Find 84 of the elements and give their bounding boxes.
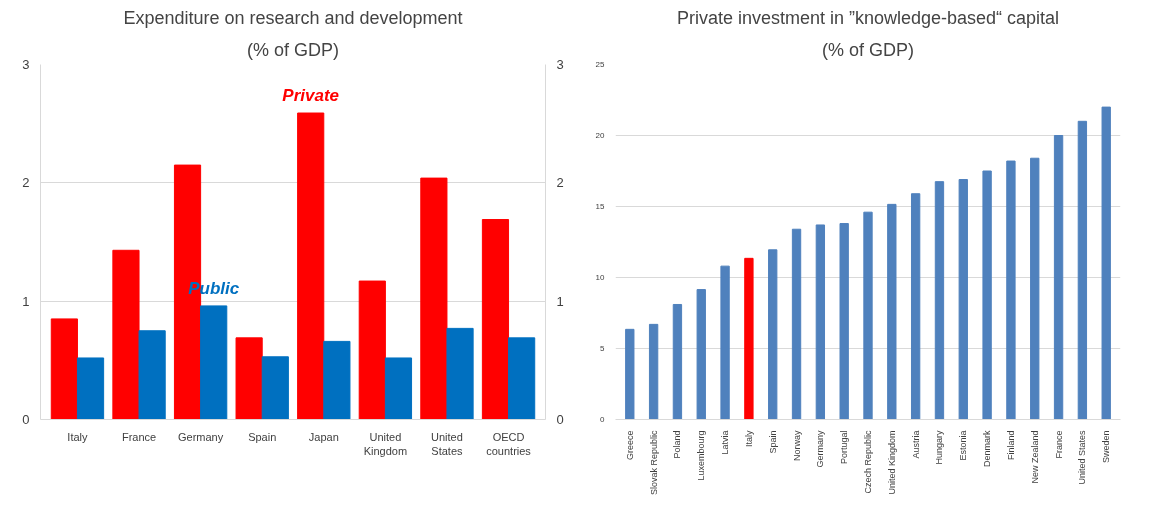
y-tick-label: 2 bbox=[22, 175, 30, 191]
chart-title: Private investment in ”knowledge-based“ capital bbox=[676, 7, 1060, 28]
x-tick-label: Italy bbox=[743, 430, 754, 448]
y2-tick-label: 1 bbox=[556, 293, 564, 309]
bar bbox=[261, 356, 289, 420]
x-tick-label: Spain bbox=[248, 430, 277, 443]
x-tick-label: Latvia bbox=[720, 430, 731, 455]
bar bbox=[839, 223, 849, 420]
bar bbox=[1006, 160, 1016, 420]
x-tick-label: Sweden bbox=[1101, 430, 1112, 464]
bar bbox=[1030, 157, 1040, 420]
bar bbox=[1077, 120, 1088, 420]
bar bbox=[323, 340, 351, 420]
bar bbox=[934, 181, 945, 420]
bar bbox=[297, 112, 325, 420]
x-tick-label: United States bbox=[1077, 430, 1088, 485]
bar bbox=[720, 265, 730, 420]
y-tick-label: 20 bbox=[595, 131, 606, 140]
bar bbox=[50, 318, 78, 420]
bar bbox=[76, 357, 105, 420]
x-tick-label: United Kingdom bbox=[363, 430, 408, 457]
x-tick-label: OECD countries bbox=[486, 430, 532, 457]
bar bbox=[481, 219, 510, 420]
x-tick-label: Slovak Republic bbox=[648, 430, 659, 496]
x-tick-label: United States bbox=[431, 430, 464, 457]
x-tick-label: United Kingdom bbox=[886, 430, 897, 495]
y-tick-label: 0 bbox=[22, 412, 30, 427]
bar bbox=[648, 323, 659, 420]
x-tick-label: Czech Republic bbox=[863, 430, 873, 494]
x-tick-label: Greece bbox=[624, 430, 635, 461]
y-tick-label: 5 bbox=[600, 344, 606, 353]
bar bbox=[958, 179, 968, 420]
y-tick-label: 25 bbox=[595, 60, 606, 69]
bar bbox=[508, 337, 536, 420]
bar bbox=[446, 327, 474, 420]
bar bbox=[815, 224, 826, 420]
x-tick-label: Luxembourg bbox=[696, 430, 707, 481]
bar bbox=[768, 249, 778, 420]
x-tick-label: Denmark bbox=[982, 430, 993, 468]
x-tick-label: Italy bbox=[67, 430, 89, 443]
bar bbox=[863, 211, 873, 420]
bar bbox=[791, 228, 802, 420]
x-tick-label: Finland bbox=[1005, 430, 1016, 461]
y-tick-label: 0 bbox=[600, 415, 606, 424]
y2-tick-label: 2 bbox=[556, 175, 564, 191]
bar bbox=[358, 280, 386, 420]
bar bbox=[384, 357, 413, 420]
chart-subtitle: (% of GDP) bbox=[821, 39, 915, 60]
x-tick-label: France bbox=[121, 430, 157, 443]
x-tick-label: Austria bbox=[910, 430, 921, 459]
x-tick-label: New Zealand bbox=[1029, 430, 1040, 484]
x-tick-label: Japan bbox=[308, 430, 339, 443]
bar bbox=[235, 337, 263, 420]
bar bbox=[982, 170, 992, 420]
x-tick-label: Poland bbox=[672, 430, 683, 459]
x-tick-label: France bbox=[1053, 430, 1064, 459]
bar bbox=[138, 330, 166, 420]
x-tick-label: Hungary bbox=[934, 430, 945, 465]
chart-subtitle: (% of GDP) bbox=[246, 39, 340, 60]
x-tick-label: Germany bbox=[178, 430, 224, 443]
y2-tick-label: 0 bbox=[556, 412, 564, 427]
bar bbox=[112, 249, 140, 420]
x-tick-label: Norway bbox=[791, 430, 802, 462]
chart-title: Expenditure on research and development bbox=[123, 7, 463, 28]
bar bbox=[887, 203, 897, 420]
y2-tick-label: 3 bbox=[556, 57, 564, 72]
series-label: Private bbox=[282, 86, 340, 106]
bar bbox=[696, 289, 706, 420]
bar bbox=[910, 193, 921, 420]
bar bbox=[420, 177, 448, 420]
bar bbox=[625, 328, 635, 420]
bar bbox=[1053, 135, 1064, 420]
y-tick-label: 10 bbox=[595, 273, 606, 282]
bar bbox=[200, 305, 228, 420]
x-tick-label: Estonia bbox=[958, 430, 969, 461]
bar bbox=[1101, 106, 1111, 420]
bar bbox=[744, 257, 754, 420]
x-tick-label: Spain bbox=[767, 430, 778, 454]
y-tick-label: 15 bbox=[595, 202, 606, 211]
bar bbox=[672, 303, 683, 420]
x-tick-label: Germany bbox=[815, 430, 826, 468]
y-tick-label: 3 bbox=[22, 57, 30, 72]
x-tick-label: Portugal bbox=[839, 430, 850, 465]
y-tick-label: 1 bbox=[22, 293, 30, 309]
